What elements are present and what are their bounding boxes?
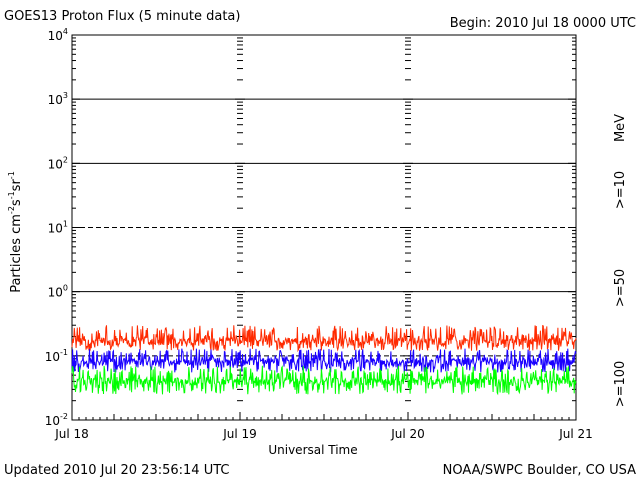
y-tick-label-4: 102 [48,155,68,171]
y-tick-label-6: 104 [48,27,68,43]
plot-area: 10-2 10-1 100 101 102 103 104 Jul 18 Jul 19 Jul 2… [45,27,593,441]
begin-label: Begin: 2010 Jul 18 0000 UTC [450,16,636,31]
x-axis-label: Universal Time [268,443,357,457]
x-tick-label-0: Jul 18 [54,427,89,441]
series-line-2 [71,365,577,396]
x-tick-label-1: Jul 19 [222,427,257,441]
y-tick-label-0: 10-2 [45,412,68,428]
legend-entry-0: >=10 [613,171,628,209]
legend-entry-2: >=100 [613,361,628,408]
x-tick-label-3: Jul 21 [558,427,593,441]
series-line-1 [71,348,577,373]
y-tick-label-2: 100 [48,284,68,300]
y-tick-label-3: 101 [48,220,68,236]
legend-entry-1: >=50 [613,269,628,307]
legend-unit: MeV [613,114,628,142]
y-tick-label-1: 10-1 [45,348,68,364]
credit-label: NOAA/SWPC Boulder, CO USA [443,463,636,478]
chart-title: GOES13 Proton Flux (5 minute data) [4,9,240,24]
x-tick-label-2: Jul 20 [390,427,425,441]
y-tick-label-5: 103 [48,91,68,107]
series-line-0 [71,324,577,353]
right-legend: MeV >=10 >=50 >=100 [613,114,628,407]
y-axis-label: Particles cm-2s-1sr-1 [7,171,24,293]
svg-text:Particles cm-2s-1sr-1: Particles cm-2s-1sr-1 [7,171,24,293]
updated-timestamp: Updated 2010 Jul 20 23:56:14 UTC [4,463,229,478]
